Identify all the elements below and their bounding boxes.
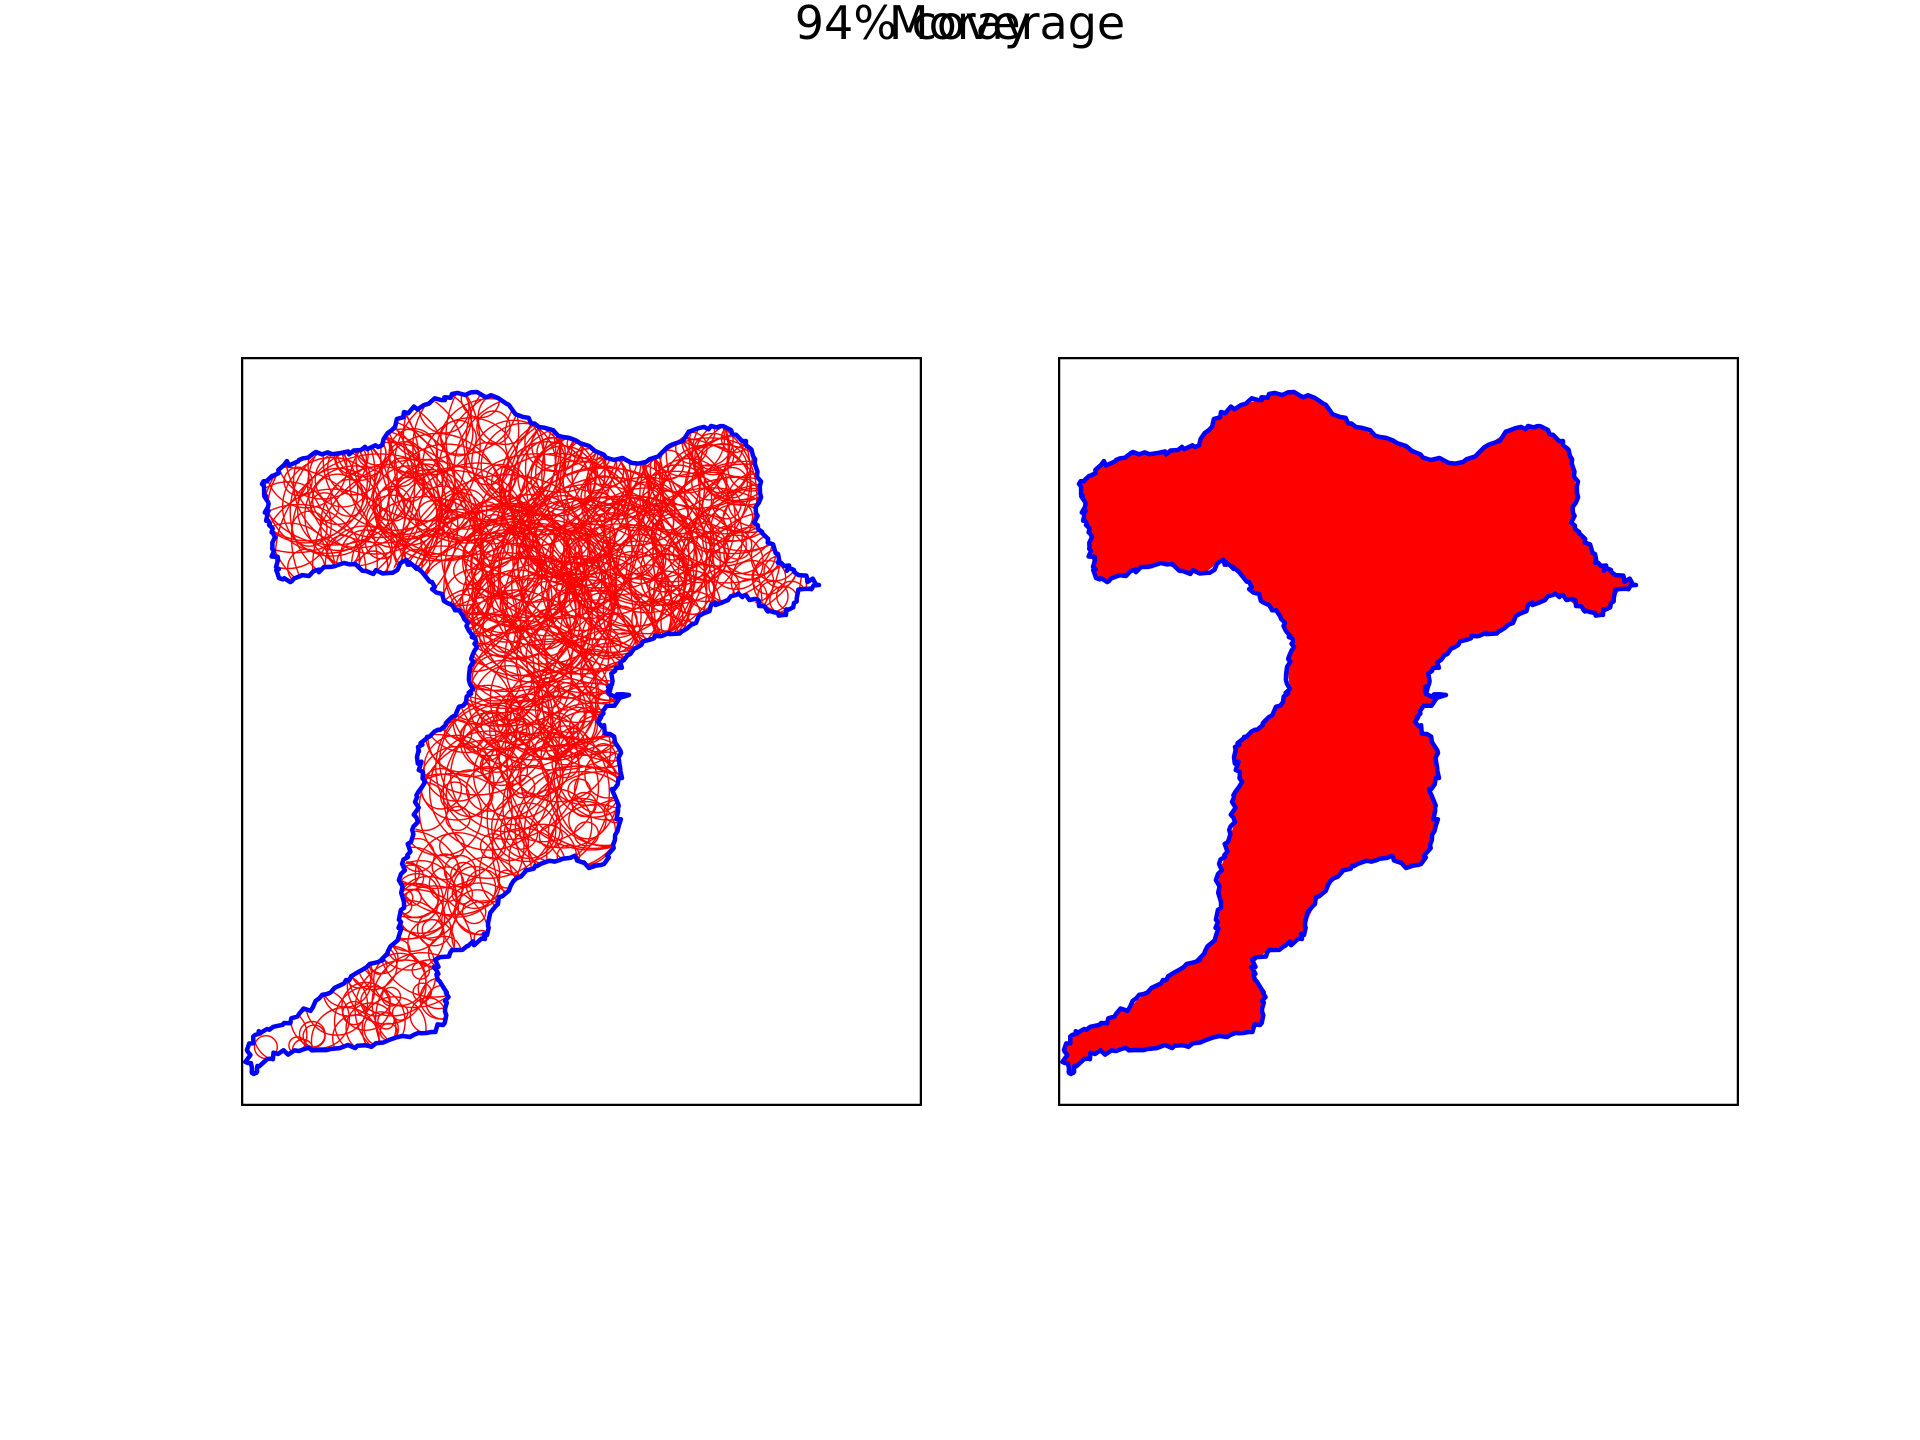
coverage-circle — [495, 731, 535, 771]
coverage-circle — [388, 440, 421, 473]
axes-frame — [1058, 357, 1739, 1106]
coverage-circle — [504, 695, 612, 803]
coverage-circle — [639, 402, 731, 494]
region-boundary — [243, 389, 822, 1077]
coverage-circle — [499, 578, 551, 630]
coverage-circle — [499, 802, 557, 860]
coverage-circle — [407, 918, 456, 967]
coverage-circle — [536, 436, 566, 467]
coverage-circle — [603, 497, 663, 557]
coverage-circle — [501, 440, 592, 531]
coverage-circle — [375, 485, 412, 522]
coverage-circle — [609, 470, 743, 605]
coverage-circle — [471, 419, 557, 505]
coverage-circle — [420, 527, 450, 558]
coverage-circle — [490, 792, 561, 863]
coverage-circle — [545, 725, 586, 766]
coverage-circle — [461, 899, 487, 925]
coverage-circle — [481, 747, 521, 787]
coverage-circle — [568, 800, 607, 840]
coverage-circle — [409, 997, 447, 1035]
coverage-circle — [473, 452, 641, 620]
coverage-circle — [311, 473, 364, 526]
coverage-circle — [565, 494, 698, 628]
coverage-circle — [436, 392, 632, 580]
coverage-circle — [709, 525, 747, 564]
coverage-circle — [584, 572, 617, 605]
coverage-circle — [541, 392, 752, 580]
coverage-circle — [462, 537, 495, 570]
coverage-circle — [546, 803, 649, 906]
coverage-circle — [330, 478, 369, 517]
coverage-subtitle: 94% coverage — [794, 0, 1126, 50]
coverage-circle — [525, 614, 610, 699]
coverage-circle — [581, 592, 619, 630]
coverage-circle — [640, 544, 689, 593]
coverage-circle — [431, 853, 459, 881]
coverage-circle — [478, 614, 522, 657]
coverage-circles — [247, 392, 819, 1074]
coverage-circle — [365, 494, 420, 548]
coverage-circle — [471, 555, 593, 678]
coverage-circle — [459, 712, 517, 770]
coverage-circle — [438, 702, 557, 821]
coverage-circle — [496, 685, 561, 750]
coverage-circle — [452, 865, 497, 910]
coverage-circle — [511, 774, 536, 799]
coverage-circle — [518, 764, 550, 796]
coverage-circle — [452, 684, 525, 757]
coverage-circle — [519, 598, 571, 650]
coverage-circle — [722, 501, 754, 532]
covered-area-fill — [1064, 392, 1636, 1074]
coverage-circle — [708, 534, 764, 590]
axes-frame — [241, 357, 922, 1106]
coverage-circle — [438, 498, 471, 530]
coverage-circle — [486, 591, 518, 623]
coverage-circle — [439, 419, 477, 457]
coverage-circle — [465, 868, 501, 904]
coverage-circle — [503, 815, 539, 850]
figure-title: Moray — [888, 0, 1032, 50]
coverage-circle — [650, 599, 684, 632]
coverage-circle — [391, 1004, 409, 1021]
coverage-circle — [480, 712, 505, 737]
coverage-circle — [668, 522, 730, 584]
coverage-circle — [247, 481, 332, 570]
coverage-circle — [722, 529, 753, 560]
coverage-circle — [283, 392, 481, 544]
coverage-circle — [438, 832, 465, 859]
coverage-circle — [541, 678, 597, 734]
region-boundary — [1060, 389, 1639, 1077]
coverage-circle — [559, 706, 599, 746]
coverage-circle — [590, 743, 617, 769]
coverage-circle — [322, 392, 466, 532]
coverage-circle — [500, 756, 529, 785]
coverage-circle — [504, 475, 541, 512]
coverage-circle — [640, 553, 693, 606]
coverage-circle — [399, 781, 449, 832]
coverage-circle — [381, 986, 402, 1007]
coverage-circle — [428, 866, 465, 903]
coverage-circle — [690, 464, 728, 501]
circle-cover-map-panel — [241, 357, 922, 1106]
coverage-circle — [488, 731, 600, 843]
coverage-circle — [387, 457, 417, 487]
coverage-circle — [559, 555, 590, 586]
coverage-circle — [500, 504, 531, 535]
coverage-circle — [377, 1011, 395, 1030]
coverage-circle — [476, 410, 511, 446]
coverage-circle — [522, 495, 605, 578]
filled-coverage-map-panel — [1058, 357, 1739, 1106]
